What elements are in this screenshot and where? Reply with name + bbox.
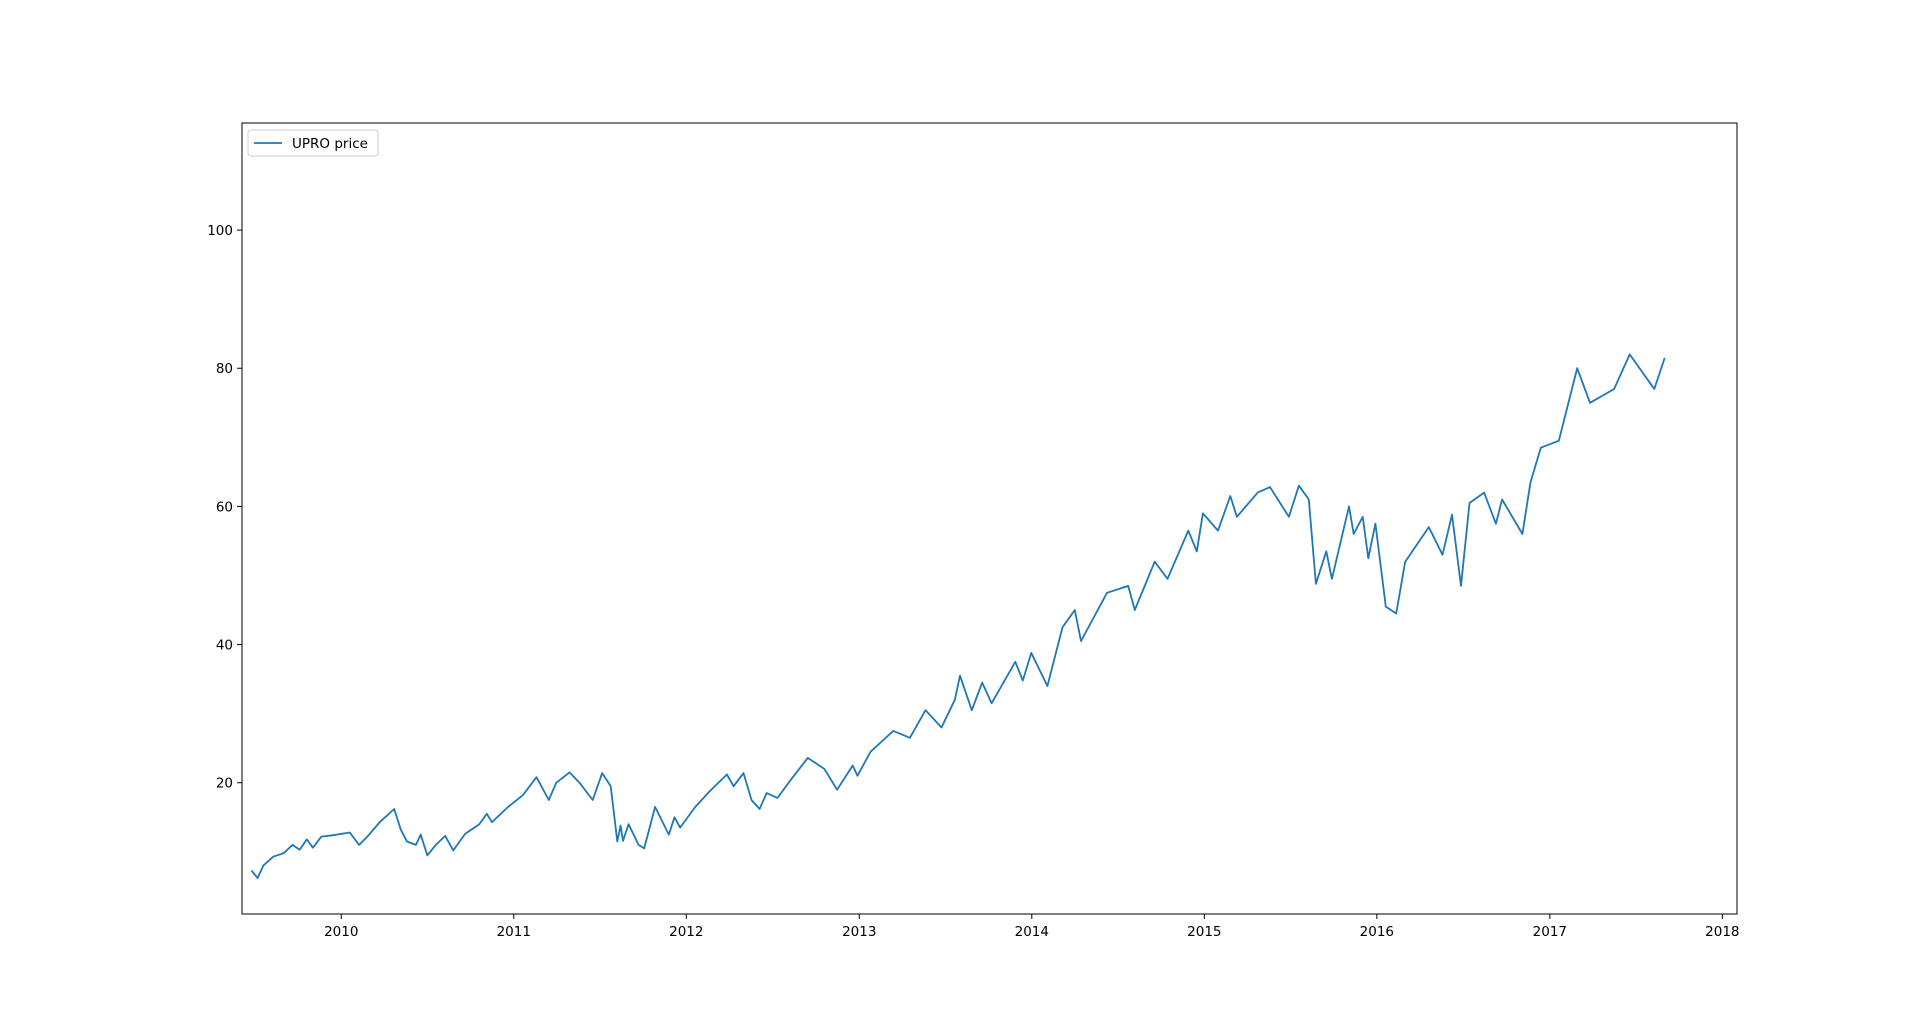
x-axis: 2010 2011 2012 2013 2014 2015 2016 2017 2018 [324, 914, 1740, 940]
legend-box [247, 129, 379, 157]
x-tick-label: 2015 [1187, 924, 1221, 940]
y-tick-label: 20 [216, 776, 233, 792]
legend-label: UPRO price [292, 136, 368, 152]
y-axis: 20 40 60 80 100 [207, 223, 242, 792]
y-tick-label: 100 [207, 223, 233, 239]
series-line-upro-price [250, 353, 1666, 879]
x-tick-label: 2011 [497, 924, 531, 940]
plot-frame [241, 122, 1738, 915]
y-tick-label: 60 [216, 499, 233, 515]
y-tick-label: 80 [216, 361, 233, 377]
x-tick-label: 2010 [324, 924, 358, 940]
x-tick-label: 2013 [842, 924, 876, 940]
y-tick-label: 40 [216, 638, 233, 654]
x-tick-label: 2018 [1705, 924, 1739, 940]
x-tick-label: 2012 [669, 924, 703, 940]
x-tick-label: 2016 [1360, 924, 1394, 940]
legend: UPRO price [247, 129, 379, 157]
x-tick-label: 2017 [1533, 924, 1567, 940]
x-tick-label: 2014 [1015, 924, 1049, 940]
